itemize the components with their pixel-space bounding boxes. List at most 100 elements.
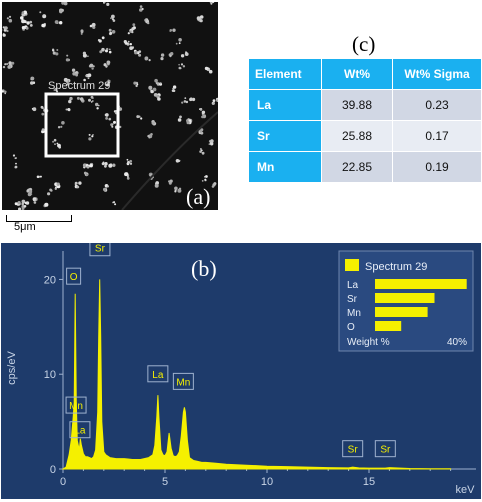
sem-particle: [127, 28, 134, 35]
legend-swatch: [345, 259, 359, 271]
sem-particle: [126, 158, 133, 166]
cell-element: La: [248, 89, 322, 121]
y-tick-label: 20: [44, 274, 56, 286]
sem-particle: [56, 142, 61, 149]
sem-particle: [123, 40, 130, 46]
y-axis-label: cps/eV: [6, 351, 18, 385]
x-tick-label: 0: [60, 476, 66, 488]
sem-particle: [74, 181, 82, 189]
sem-particle: [85, 162, 94, 169]
sem-particle: [108, 163, 116, 168]
sem-particle: [189, 97, 196, 102]
sem-particle: [88, 133, 94, 141]
panel-a-label: (a): [186, 184, 211, 209]
sem-particle: [43, 202, 49, 208]
sem-particle: [14, 201, 21, 206]
sem-particle: [178, 63, 186, 70]
sem-particle: [27, 190, 33, 197]
sem-particle: [40, 105, 44, 110]
sem-particle: [41, 22, 46, 28]
legend-bar: [375, 321, 402, 331]
legend: Spectrum 29 La Sr Mn O Weight % 40%: [338, 250, 474, 352]
cell-sigma: 0.19: [392, 151, 482, 183]
sem-particle: [199, 108, 206, 115]
sem-particle: [181, 97, 189, 104]
sem-particle: [20, 16, 27, 24]
spectrum-box-label: Spectrum 29: [48, 80, 111, 92]
legend-bar: [375, 307, 428, 317]
peak-label-text: Sr: [95, 244, 106, 255]
tick-labels: 0 5 10 15 0 10 20: [44, 274, 375, 488]
cell-sigma: 0.17: [392, 120, 482, 152]
sem-particle: [112, 201, 117, 206]
scale-bar-line: [6, 215, 72, 222]
sem-particle: [103, 2, 110, 6]
peak-label-text: Sr: [380, 445, 391, 456]
sem-particle: [47, 188, 53, 196]
sem-particle: [147, 133, 153, 139]
sem-substrate-edge: [121, 111, 218, 210]
peak-label-text: Mn: [69, 401, 83, 412]
peak-label-box: [147, 365, 169, 383]
sem-particle: [52, 138, 57, 146]
weight-percent-table: Element Wt% Wt% Sigma La 39.88 0.23 Sr 2…: [248, 58, 482, 183]
scale-bar: 5μm: [4, 213, 74, 235]
sem-particle: [154, 181, 159, 188]
sem-particle: [54, 20, 63, 25]
eds-spectrum-chart: O Sr Mn La La Mn Sr Sr 0 5 10 15 0 10 20 cps/eV keV (…: [1, 243, 481, 499]
sem-particle: [168, 52, 174, 58]
peak-label-box: [89, 243, 111, 257]
x-tick-label: 15: [363, 476, 375, 488]
sem-particle: [26, 20, 33, 27]
legend-bar-label: Sr: [347, 294, 358, 305]
sem-particle: [177, 115, 182, 122]
peak-label: La: [69, 421, 91, 439]
sem-particles: [2, 2, 218, 210]
legend-bar-label: Mn: [347, 308, 361, 319]
peak-label-box: [172, 372, 194, 390]
sem-particle: [95, 102, 100, 110]
sem-particle: [175, 159, 181, 163]
sem-particle: [83, 171, 89, 177]
peak-label-box: [66, 267, 82, 285]
sem-particle: [30, 76, 36, 85]
sem-particle: [32, 197, 38, 204]
sem-particle: [104, 113, 109, 117]
peak-label: La: [147, 365, 169, 383]
peak-label: Sr: [374, 440, 396, 458]
peak-label: Mn: [172, 372, 194, 390]
sem-particle: [39, 11, 47, 19]
sem-particle: [7, 61, 15, 69]
peak-label-text: La: [152, 370, 164, 381]
cell-sigma: 0.23: [392, 89, 482, 121]
sem-particle: [57, 121, 65, 129]
sem-particle: [154, 78, 163, 86]
sem-particle: [198, 128, 204, 135]
sem-particle: [110, 14, 116, 22]
peak-label-text: Mn: [176, 377, 190, 388]
sem-particle: [136, 115, 143, 120]
sem-particle: [52, 48, 59, 56]
cell-wt: 25.88: [321, 120, 393, 152]
sem-particle: [148, 85, 157, 94]
sem-particle: [99, 47, 105, 54]
sem-particle: [175, 38, 182, 45]
legend-footer-left: Weight %: [347, 337, 390, 348]
sem-particle: [186, 118, 190, 125]
spectrum-selection-box: [44, 92, 120, 158]
sem-particle: [3, 26, 9, 33]
spectrum-svg: O Sr Mn La La Mn Sr Sr 0 5 10 15 0 10 20 cps/eV keV (…: [1, 243, 481, 499]
sem-particle: [14, 162, 18, 169]
sem-particle: [211, 182, 217, 188]
sem-particle: [105, 117, 112, 121]
table-row: Sr 25.88 0.17: [248, 120, 482, 152]
sem-particle: [63, 77, 71, 86]
peak-label: O: [66, 267, 82, 285]
sem-particle: [169, 28, 176, 32]
table-row: La 39.88 0.23: [248, 89, 482, 121]
legend-bar-label: La: [347, 280, 359, 291]
header-wt-sigma: Wt% Sigma: [392, 58, 482, 90]
sem-particle: [54, 182, 61, 190]
peak-label-box: [69, 421, 91, 439]
sem-particle: [124, 172, 130, 180]
